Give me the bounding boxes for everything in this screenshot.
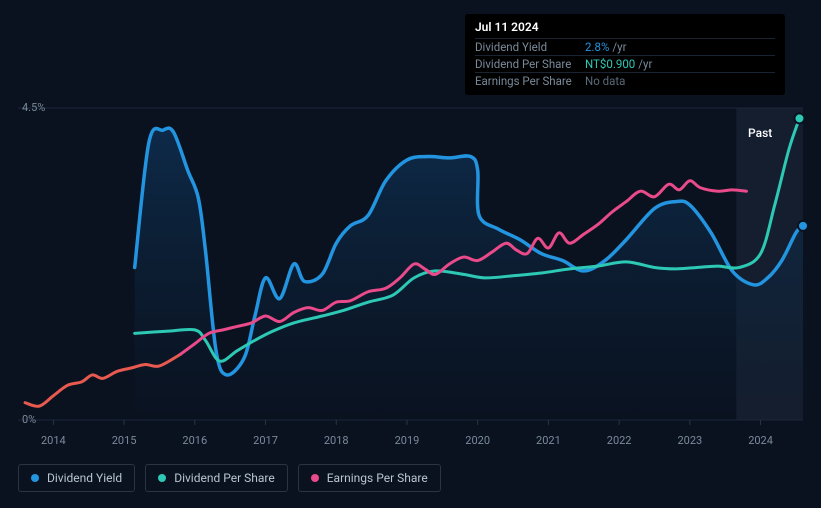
plot-area[interactable] xyxy=(18,108,803,420)
x-axis-tick-label: 2024 xyxy=(748,434,773,447)
x-axis: 2014 2015 2016 2017 2018 2019 2020 2021 2022 2023… xyxy=(18,428,803,448)
legend: Dividend Yield Dividend Per Share Earnings… xyxy=(18,464,441,492)
legend-color-dot xyxy=(158,474,166,482)
tooltip-row-value: No data xyxy=(585,74,625,88)
tooltip-row-value: NT$0.900 xyxy=(585,57,635,71)
tooltip-row: Dividend Yield2.8%/yr xyxy=(475,38,775,55)
x-axis-tick-label: 2017 xyxy=(253,434,278,447)
dividend-history-chart: Jul 11 2024 Dividend Yield2.8%/yrDividen… xyxy=(0,0,821,508)
x-axis-tick-label: 2018 xyxy=(324,434,349,447)
x-axis-tick-label: 2019 xyxy=(395,434,420,447)
tooltip-row-unit: /yr xyxy=(638,57,652,71)
legend-color-dot xyxy=(311,474,319,482)
legend-label: Dividend Yield xyxy=(47,471,122,485)
chart-svg xyxy=(18,108,803,420)
legend-color-dot xyxy=(31,474,39,482)
x-axis-tick-label: 2014 xyxy=(41,434,66,447)
x-axis-tick-label: 2016 xyxy=(182,434,207,447)
legend-item[interactable]: Dividend Yield xyxy=(18,464,135,492)
tooltip-row: Earnings Per ShareNo data xyxy=(475,72,775,89)
tooltip-row-unit: /yr xyxy=(612,40,626,54)
tooltip-row: Dividend Per ShareNT$0.900/yr xyxy=(475,55,775,72)
x-axis-tick-label: 2021 xyxy=(536,434,561,447)
x-axis-tick-label: 2022 xyxy=(607,434,632,447)
tooltip-row-label: Earnings Per Share xyxy=(475,74,585,88)
chart-tooltip: Jul 11 2024 Dividend Yield2.8%/yrDividen… xyxy=(465,14,785,95)
legend-item[interactable]: Dividend Per Share xyxy=(145,464,288,492)
x-axis-tick-label: 2020 xyxy=(465,434,490,447)
legend-label: Dividend Per Share xyxy=(174,471,275,485)
past-label: Past xyxy=(748,126,772,140)
y-axis-tick-label: 0% xyxy=(22,413,36,426)
x-axis-tick-label: 2023 xyxy=(677,434,702,447)
legend-item[interactable]: Earnings Per Share xyxy=(298,464,441,492)
tooltip-row-label: Dividend Yield xyxy=(475,40,585,54)
tooltip-date: Jul 11 2024 xyxy=(475,20,775,38)
legend-label: Earnings Per Share xyxy=(327,471,428,485)
y-axis-tick-label: 4.5% xyxy=(22,101,45,114)
x-axis-tick-label: 2015 xyxy=(112,434,137,447)
tooltip-row-label: Dividend Per Share xyxy=(475,57,585,71)
tooltip-row-value: 2.8% xyxy=(585,40,609,54)
